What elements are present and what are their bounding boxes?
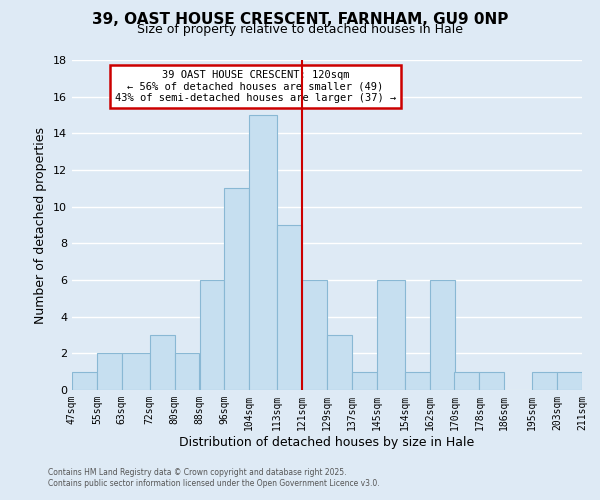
Bar	[175, 354, 199, 390]
Bar	[377, 280, 405, 390]
Y-axis label: Number of detached properties: Number of detached properties	[34, 126, 47, 324]
Text: Size of property relative to detached houses in Hale: Size of property relative to detached ho…	[137, 22, 463, 36]
Bar	[430, 280, 455, 390]
Bar	[352, 372, 377, 390]
Bar	[277, 225, 302, 390]
Bar	[405, 372, 430, 390]
Text: 39, OAST HOUSE CRESCENT, FARNHAM, GU9 0NP: 39, OAST HOUSE CRESCENT, FARNHAM, GU9 0N…	[92, 12, 508, 28]
Bar	[532, 372, 557, 390]
X-axis label: Distribution of detached houses by size in Hale: Distribution of detached houses by size …	[179, 436, 475, 448]
Bar	[249, 115, 277, 390]
Bar	[302, 280, 327, 390]
Bar	[199, 280, 224, 390]
Bar	[479, 372, 504, 390]
Bar	[557, 372, 582, 390]
Bar	[224, 188, 249, 390]
Bar	[72, 372, 97, 390]
Bar	[455, 372, 479, 390]
Bar	[97, 354, 122, 390]
Text: 39 OAST HOUSE CRESCENT: 120sqm
← 56% of detached houses are smaller (49)
43% of : 39 OAST HOUSE CRESCENT: 120sqm ← 56% of …	[115, 70, 396, 103]
Bar	[327, 335, 352, 390]
Bar	[150, 335, 175, 390]
Text: Contains HM Land Registry data © Crown copyright and database right 2025.
Contai: Contains HM Land Registry data © Crown c…	[48, 468, 380, 487]
Bar	[122, 354, 150, 390]
